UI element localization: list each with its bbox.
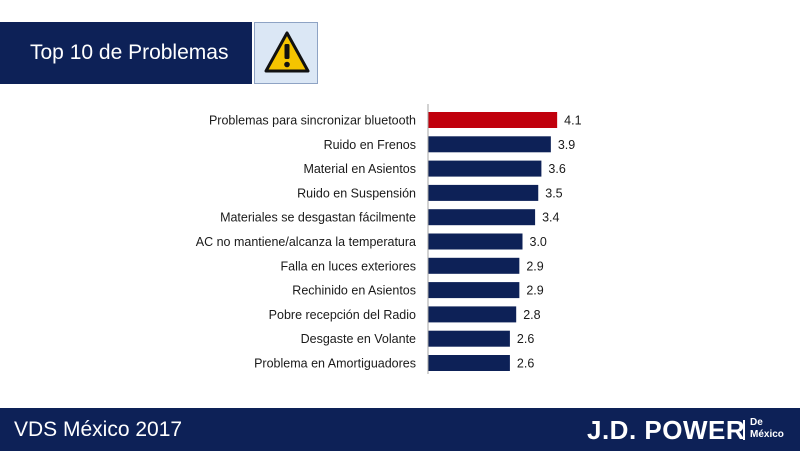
category-label: Rechinido en Asientos <box>292 284 416 298</box>
bar <box>428 136 551 153</box>
bar <box>428 257 520 274</box>
category-label: Falla en luces exteriores <box>281 259 416 273</box>
bar <box>428 209 536 226</box>
footer-study-label: VDS México 2017 <box>14 418 183 441</box>
category-label: Pobre recepción del Radio <box>269 308 416 322</box>
page-title: Top 10 de Problemas <box>30 41 229 64</box>
category-label: Ruido en Suspensión <box>297 186 416 200</box>
brand-separator <box>743 420 745 440</box>
bar <box>428 160 542 177</box>
category-label: Problemas para sincronizar bluetooth <box>209 114 416 128</box>
footer-bar: VDS México 2017 J.D. POWER De México <box>0 408 800 451</box>
value-label: 3.4 <box>542 211 559 225</box>
category-label: Ruido en Frenos <box>324 138 416 152</box>
bar <box>428 355 510 371</box>
brand-subtitle: De México <box>750 417 784 441</box>
value-label: 3.0 <box>530 235 547 249</box>
bar <box>428 330 510 347</box>
value-label: 3.9 <box>558 138 575 152</box>
bar-chart: Problemas para sincronizar bluetooth Ruid… <box>196 104 582 374</box>
value-label: 4.1 <box>564 114 581 128</box>
category-label: Desgaste en Volante <box>301 332 416 346</box>
value-label: 3.6 <box>548 162 565 176</box>
bar <box>428 306 517 323</box>
bar <box>428 282 520 299</box>
brand-sub-line-2: México <box>750 429 784 440</box>
bar <box>428 112 558 128</box>
value-label: 2.6 <box>517 332 534 346</box>
category-label: Material en Asientos <box>303 162 416 176</box>
bar <box>428 184 539 201</box>
warning-icon <box>264 31 310 73</box>
warning-badge <box>254 22 318 84</box>
value-label: 2.6 <box>517 357 534 371</box>
category-label: Problema en Amortiguadores <box>254 357 416 371</box>
bar <box>428 233 523 250</box>
value-label: 3.5 <box>545 186 562 200</box>
header-banner: Top 10 de Problemas <box>0 22 252 84</box>
category-label: AC no mantiene/alcanza la temperatura <box>196 235 416 249</box>
brand-sub-line-1: De <box>750 417 763 428</box>
value-label: 2.8 <box>523 308 540 322</box>
value-label: 2.9 <box>526 284 543 298</box>
category-label: Materiales se desgastan fácilmente <box>220 211 416 225</box>
value-label: 2.9 <box>526 259 543 273</box>
brand-logo: J.D. POWER <box>587 415 746 445</box>
